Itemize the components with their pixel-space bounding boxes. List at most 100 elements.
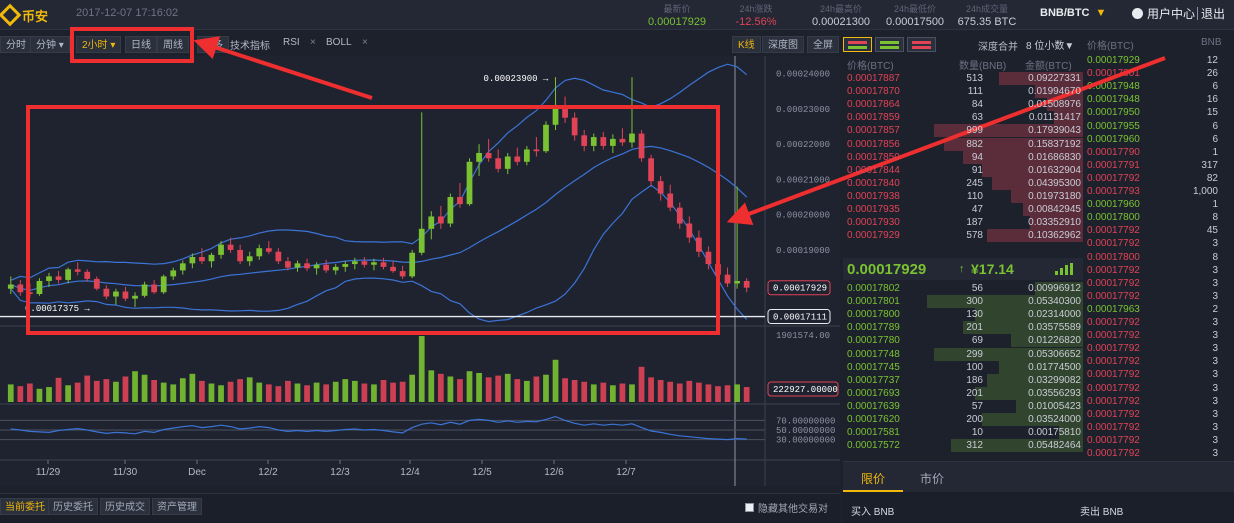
indicator-rsi[interactable]: RSI (283, 37, 300, 48)
ask-row[interactable]: 0.00017870 111 0.01994670 (843, 85, 1083, 99)
tab-order-history[interactable]: 历史委托 (48, 498, 98, 515)
ask-row[interactable]: 0.00017856 882 0.15837192 (843, 137, 1083, 151)
chart-area[interactable]: 0.00023900 → 0.00017375 → 0.00024000 0.000… (0, 56, 840, 486)
tab-limit[interactable]: 限价 (861, 472, 886, 486)
bid-row[interactable]: 0.00017572 312 0.05482464 (843, 439, 1083, 453)
decimals-select[interactable]: 8 位小数▼ (1026, 41, 1075, 52)
bid-row[interactable]: 0.00017780 69 0.01226820 (843, 334, 1083, 348)
candle-body (581, 135, 588, 146)
ask-row[interactable]: 0.00017929 578 0.10362962 (843, 229, 1083, 243)
trade-price: 0.00017792 (1087, 264, 1140, 276)
trade-row: 0.00017792 3 (1083, 408, 1234, 421)
volume-bar (629, 384, 635, 402)
bid-row[interactable]: 0.00017737 186 0.03299082 (843, 373, 1083, 387)
indicators-button[interactable]: 技术指标 (230, 41, 270, 52)
depth-bar (1059, 426, 1083, 440)
trade-row: 0.00017792 3 (1083, 290, 1234, 303)
row-amount: 200 (966, 414, 983, 425)
bid-row[interactable]: 0.00017620 200 0.03524000 (843, 413, 1083, 426)
kline-view-button[interactable]: K线 (732, 36, 761, 53)
trade-price: 0.00017792 (1087, 172, 1140, 184)
fullscreen-button[interactable]: 全屏 (807, 36, 839, 53)
bid-row[interactable]: 0.00017639 57 0.01005423 (843, 399, 1083, 413)
bid-row[interactable]: 0.00017581 10 0.00175810 (843, 426, 1083, 440)
row-total: 0.00996912 (1028, 283, 1081, 294)
price-line-tag-text: 0.00017111 (773, 313, 827, 323)
bid-row[interactable]: 0.00017745 100 0.01774500 (843, 360, 1083, 374)
candle-body (179, 263, 186, 271)
tab-market[interactable]: 市价 (920, 472, 945, 486)
kline-chart[interactable]: 0.00023900 →0.00017375 → 0.000240000.000… (0, 56, 840, 486)
volume-bar (409, 374, 416, 402)
bid-row[interactable]: 0.00017789 201 0.03575589 (843, 321, 1083, 335)
price-tick-label: 0.00019000 (776, 246, 830, 256)
view-bids-icon[interactable] (875, 37, 904, 52)
brand-logo[interactable]: 币安 (0, 3, 48, 27)
ask-row[interactable]: 0.00017938 110 0.01973180 (843, 189, 1083, 203)
ask-row[interactable]: 0.00017859 63 0.01131417 (843, 111, 1083, 125)
sell-section-label: 卖出 BNB (1080, 507, 1124, 518)
price-tick-label: 0.00023000 (776, 105, 830, 115)
volume-bar (218, 385, 224, 402)
candle-body (418, 228, 425, 253)
ask-row[interactable]: 0.00017864 84 0.01508976 (843, 98, 1083, 112)
row-price: 0.00017639 (847, 400, 900, 412)
ask-row[interactable]: 0.00017850 94 0.01686830 (843, 150, 1083, 164)
interval-2h-button[interactable]: 2小时 ▾ (76, 36, 122, 53)
row-total: 0.03575589 (1028, 322, 1081, 334)
trade-price: 0.00017955 (1087, 120, 1140, 132)
candle-body (705, 251, 712, 265)
volume-bar (571, 380, 578, 402)
view-both-icon[interactable] (843, 37, 872, 52)
volume-bar (351, 380, 358, 402)
ask-row[interactable]: 0.00017844 91 0.01632904 (843, 163, 1083, 177)
boll-middle-line (10, 145, 748, 291)
volume-bar (466, 371, 473, 402)
trade-amount: 3 (1212, 408, 1218, 420)
ask-row[interactable]: 0.00017930 187 0.03352910 (843, 216, 1083, 230)
logout-link[interactable]: 退出 (1201, 7, 1226, 21)
tab-trade-history[interactable]: 历史成交 (100, 498, 150, 515)
depth-bar (982, 163, 1083, 177)
rsi-panel (0, 415, 765, 441)
bid-row[interactable]: 0.00017693 201 0.03556293 (843, 386, 1083, 400)
bid-row[interactable]: 0.00017801 300 0.05340300 (843, 295, 1083, 309)
volume-bar (132, 371, 138, 402)
depth-bar (987, 229, 1083, 243)
hide-other-checkbox[interactable] (745, 503, 754, 512)
tab-asset-management[interactable]: 资产管理 (152, 498, 202, 515)
ask-row[interactable]: 0.00017935 47 0.00842945 (843, 203, 1083, 216)
interval-day-button[interactable]: 日线 (125, 36, 157, 53)
depth-chart-button[interactable]: 深度图 (762, 36, 804, 53)
row-amount: 56 (971, 283, 983, 294)
interval-week-button[interactable]: 周线 (157, 36, 189, 53)
row-total: 0.01131417 (1028, 112, 1081, 124)
remove-boll-icon[interactable]: × (362, 37, 368, 48)
indicator-boll[interactable]: BOLL (326, 37, 352, 48)
order-type-tabs: 限价 市价 (843, 462, 1234, 492)
bid-row[interactable]: 0.00017748 299 0.05306652 (843, 347, 1083, 361)
row-total: 0.05482464 (1028, 440, 1081, 452)
remove-rsi-icon[interactable]: × (310, 37, 316, 48)
bid-row[interactable]: 0.00017802 56 0.00996912 (843, 282, 1083, 295)
pair-selector[interactable]: BNB/BTC ▼ (1040, 7, 1106, 19)
trade-amount: 3 (1212, 382, 1218, 394)
candle-body (304, 263, 310, 269)
trade-price: 0.00017792 (1087, 277, 1140, 289)
ask-row[interactable]: 0.00017887 513 0.09227331 (843, 72, 1083, 85)
bid-row[interactable]: 0.00017800 130 0.02314000 (843, 308, 1083, 322)
candles: 0.00023900 → 0.00017375 → (0, 74, 765, 318)
ask-row[interactable]: 0.00017840 245 0.04395300 (843, 176, 1083, 190)
volume-bar (504, 373, 511, 402)
orderbook-view-tabs (843, 37, 936, 53)
ask-row[interactable]: 0.00017857 999 0.17939043 (843, 124, 1083, 138)
candle-body (275, 251, 282, 262)
user-center-link[interactable]: 用户中心 (1132, 5, 1195, 22)
hide-other-pairs-toggle[interactable]: 隐藏其他交易对 (745, 500, 828, 515)
view-asks-icon[interactable] (907, 37, 936, 52)
row-amount: 187 (966, 217, 983, 229)
interval-minute-button[interactable]: 分钟 ▾ (30, 36, 70, 53)
candle-body (610, 138, 616, 146)
row-price: 0.00017859 (847, 112, 900, 124)
row-amount: 578 (966, 230, 983, 242)
